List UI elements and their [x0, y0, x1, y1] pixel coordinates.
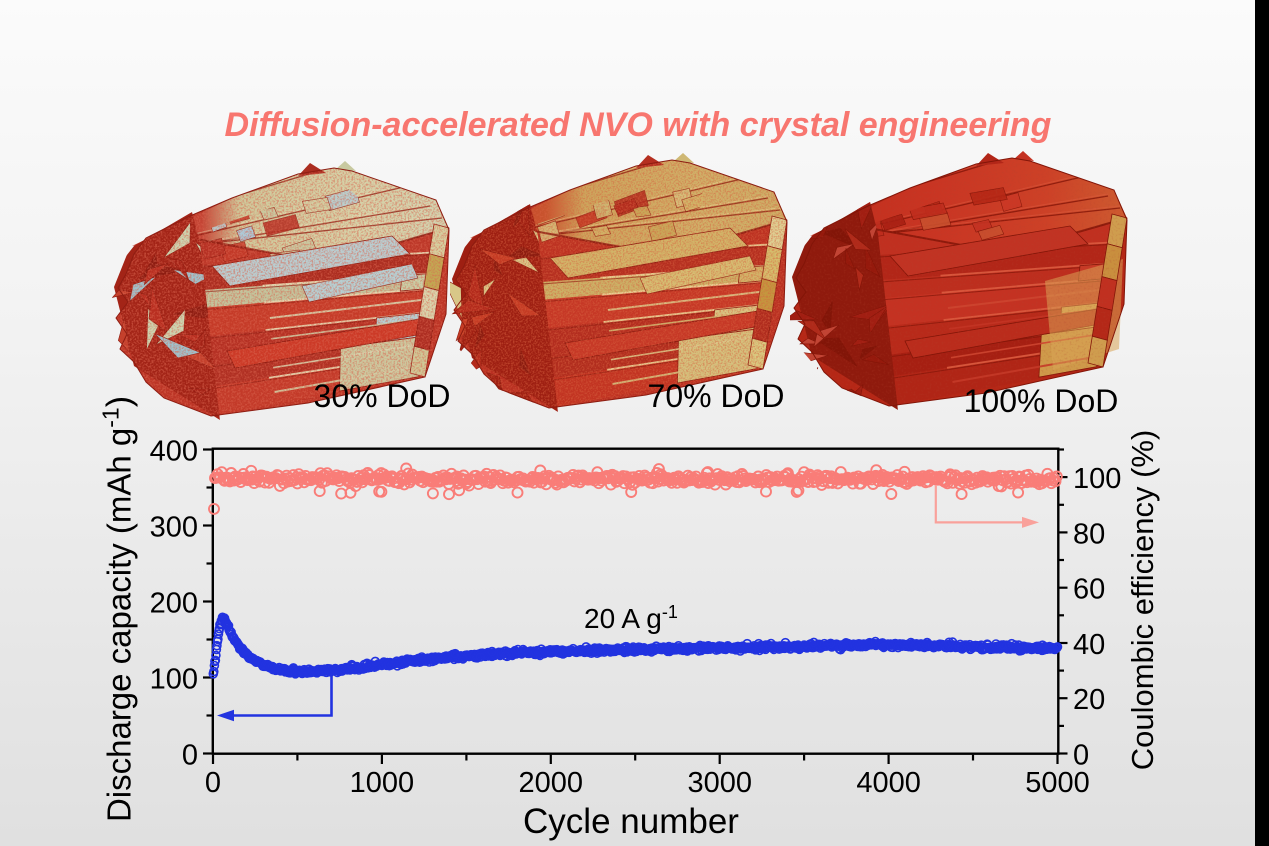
svg-text:4000: 4000 — [856, 767, 921, 799]
svg-text:60: 60 — [1073, 574, 1105, 606]
svg-text:0: 0 — [205, 767, 221, 799]
svg-text:20: 20 — [1073, 684, 1105, 716]
svg-text:Diffusion-accelerated NVO with: Diffusion-accelerated NVO with crystal e… — [225, 106, 1052, 144]
svg-text:100: 100 — [1073, 463, 1121, 495]
svg-text:80: 80 — [1073, 518, 1105, 550]
svg-text:30% DoD: 30% DoD — [314, 378, 451, 414]
svg-text:20 A g-1: 20 A g-1 — [584, 602, 678, 634]
svg-text:300: 300 — [150, 512, 198, 544]
svg-text:2000: 2000 — [519, 767, 584, 799]
svg-text:100: 100 — [150, 664, 198, 696]
svg-text:0: 0 — [1073, 740, 1089, 772]
svg-text:70% DoD: 70% DoD — [648, 378, 785, 414]
svg-text:5000: 5000 — [1025, 767, 1090, 799]
svg-text:100% DoD: 100% DoD — [964, 383, 1119, 419]
svg-text:0: 0 — [182, 740, 198, 772]
svg-text:200: 200 — [150, 588, 198, 620]
svg-text:Coulombic efficiency (%): Coulombic efficiency (%) — [1125, 430, 1160, 771]
svg-text:Discharge capacity (mAh g-1): Discharge capacity (mAh g-1) — [98, 396, 139, 822]
svg-text:400: 400 — [150, 436, 198, 468]
svg-text:1000: 1000 — [350, 767, 415, 799]
svg-text:3000: 3000 — [687, 767, 752, 799]
svg-text:40: 40 — [1073, 629, 1105, 661]
svg-text:Cycle number: Cycle number — [523, 802, 739, 841]
